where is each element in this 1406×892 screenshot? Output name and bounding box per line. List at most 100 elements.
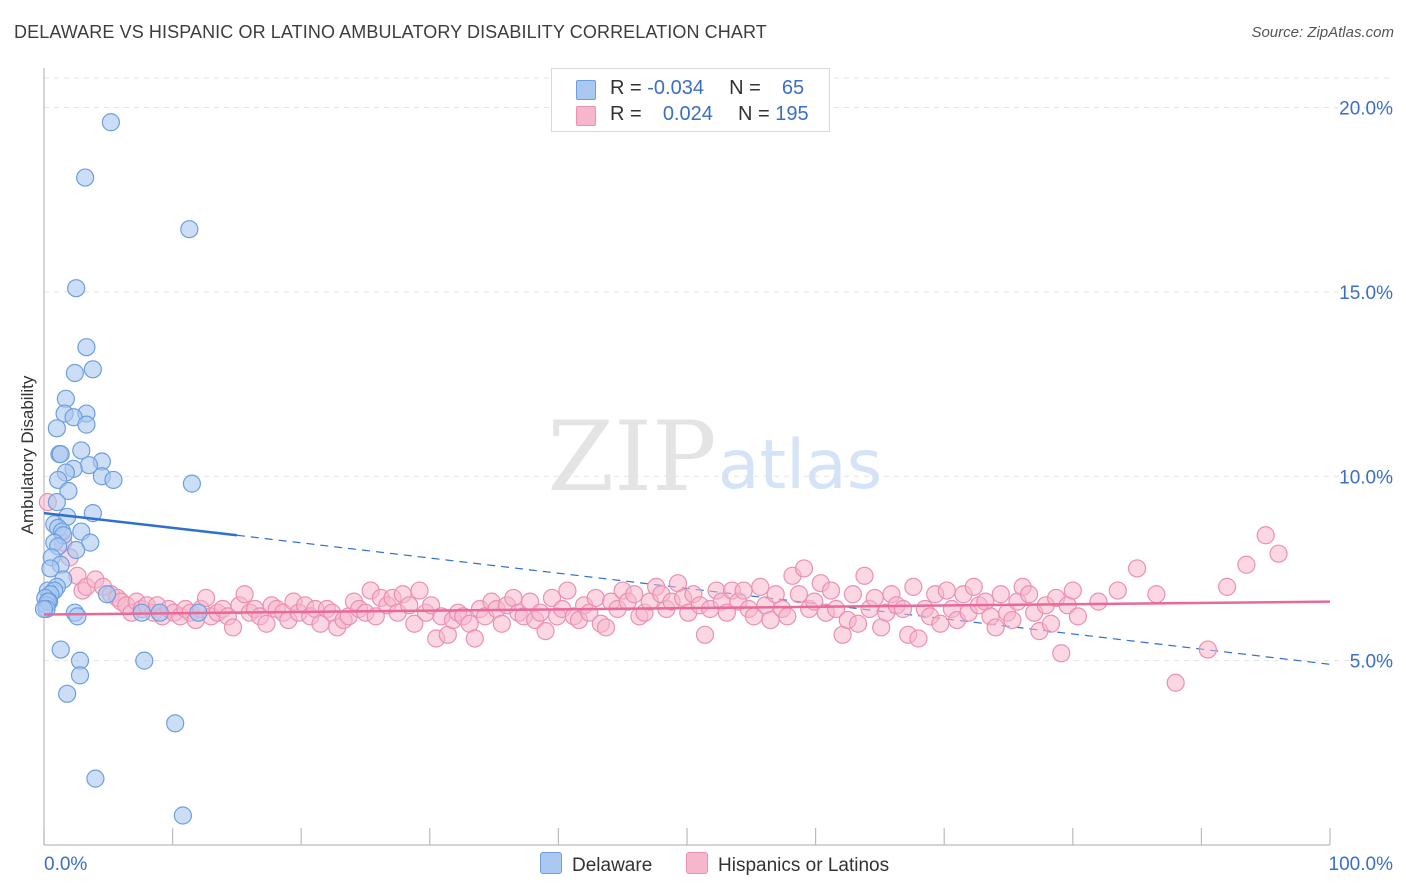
hispanic-point <box>235 585 254 604</box>
delaware-point <box>104 470 123 490</box>
delaware-point <box>83 360 102 379</box>
hispanic-point <box>1127 559 1147 578</box>
hispanic-point <box>558 581 577 600</box>
delaware-point <box>47 419 66 438</box>
hispanic-point <box>1019 585 1039 604</box>
hispanic-point <box>821 581 841 600</box>
trend-lines <box>236 534 1331 665</box>
hispanic-point <box>778 607 797 626</box>
axes <box>43 68 1331 846</box>
delaware-point <box>97 585 117 604</box>
n-label: N = <box>729 77 761 99</box>
hispanic-point <box>1198 640 1217 659</box>
hispanic-legend-label: Hispanics or Latinos <box>718 855 890 876</box>
legend-text-hispanic: R = 0.024 N = 195 <box>610 103 809 126</box>
hispanic-points <box>38 492 1288 692</box>
hispanic-point <box>542 588 562 608</box>
hispanic-swatch <box>576 106 596 126</box>
hispanic-point <box>1068 607 1088 626</box>
hispanic-point <box>855 566 874 585</box>
hispanic-point <box>1237 555 1256 574</box>
delaware-trend-line <box>43 511 238 537</box>
r-value: -0.034 <box>647 77 704 99</box>
delaware-point <box>65 363 84 383</box>
delaware-point <box>166 714 185 733</box>
delaware-point <box>101 113 120 132</box>
hispanic-point <box>1052 644 1071 663</box>
r-value: 0.024 <box>662 103 713 125</box>
x-tick-label-left: 0.0% <box>44 854 87 875</box>
hispanic-point <box>964 577 983 596</box>
hispanic-point <box>1166 673 1185 692</box>
delaware-point <box>70 666 90 685</box>
y-tick-label: 5.0% <box>1350 652 1393 673</box>
hispanic-point <box>695 625 715 644</box>
hispanic-point <box>410 581 429 600</box>
delaware-point <box>81 533 100 552</box>
hispanic-point <box>1256 526 1275 545</box>
n-label: N = <box>738 103 770 125</box>
hispanic-point <box>1063 581 1082 600</box>
hispanic-point <box>848 614 868 633</box>
hispanic-point <box>531 603 550 622</box>
hispanic-point <box>1108 581 1127 600</box>
hispanic-point <box>909 629 928 648</box>
hispanic-point <box>625 585 644 604</box>
delaware-point <box>182 474 201 493</box>
delaware-point <box>47 492 66 512</box>
y-tick-label: 10.0% <box>1339 467 1393 488</box>
delaware-point <box>72 441 91 460</box>
gridlines <box>44 77 1392 662</box>
n-value: 195 <box>775 103 809 125</box>
hispanic-point <box>751 577 770 596</box>
hispanic-point <box>789 585 808 604</box>
delaware-point <box>68 607 87 626</box>
hispanic-point <box>405 614 424 633</box>
delaware-point <box>59 481 78 501</box>
delaware-point <box>76 168 95 187</box>
hispanic-point <box>1269 544 1288 563</box>
hispanic-point <box>400 596 419 615</box>
delaware-legend-label: Delaware <box>572 855 653 876</box>
hispanic-point <box>465 629 484 648</box>
delaware-trend-extension <box>236 534 1331 665</box>
delaware-point <box>41 559 60 578</box>
tick-labels: 5.0% 10.0% 15.0% 20.0% 0.0% 100.0% <box>44 99 1393 876</box>
delaware-swatch <box>576 80 596 100</box>
hispanic-point <box>986 618 1005 637</box>
hispanic-point <box>931 614 950 633</box>
watermark: ZIP atlas <box>547 401 882 513</box>
hispanic-point <box>492 614 511 633</box>
source-credit: Source: ZipAtlas.com <box>1251 24 1394 41</box>
delaware-legend-swatch <box>540 852 562 874</box>
delaware-point <box>77 338 96 357</box>
hispanic-point <box>596 618 616 637</box>
hispanic-point <box>937 581 956 600</box>
hispanic-trend-line <box>43 600 1331 616</box>
delaware-point <box>77 415 96 434</box>
hispanic-point <box>1218 577 1237 596</box>
delaware-points <box>34 113 208 825</box>
r-label: R = <box>610 77 642 99</box>
hispanic-point <box>1089 592 1108 611</box>
r-label: R = <box>610 103 642 125</box>
chart-title: DELAWARE VS HISPANIC OR LATINO AMBULATOR… <box>14 22 767 42</box>
hispanic-point <box>991 585 1010 604</box>
hispanic-point <box>893 599 913 619</box>
hispanic-point <box>904 577 923 596</box>
legend-text-delaware: R = -0.034 N = 65 <box>610 77 804 100</box>
hispanic-legend-swatch <box>686 852 708 874</box>
hispanic-point <box>1003 610 1022 630</box>
hispanic-point <box>865 588 884 608</box>
delaware-point <box>86 769 105 788</box>
y-tick-label: 20.0% <box>1339 99 1393 120</box>
bottom-legend-hispanic: Hispanics or Latinos <box>686 852 889 877</box>
bottom-legend-delaware: Delaware <box>540 852 652 877</box>
delaware-point <box>58 684 77 703</box>
watermark-zip: ZIP <box>547 401 716 513</box>
hispanic-point <box>794 559 814 578</box>
n-value: 65 <box>781 77 805 99</box>
hispanic-point <box>843 585 862 604</box>
y-tick-label: 15.0% <box>1339 283 1393 304</box>
